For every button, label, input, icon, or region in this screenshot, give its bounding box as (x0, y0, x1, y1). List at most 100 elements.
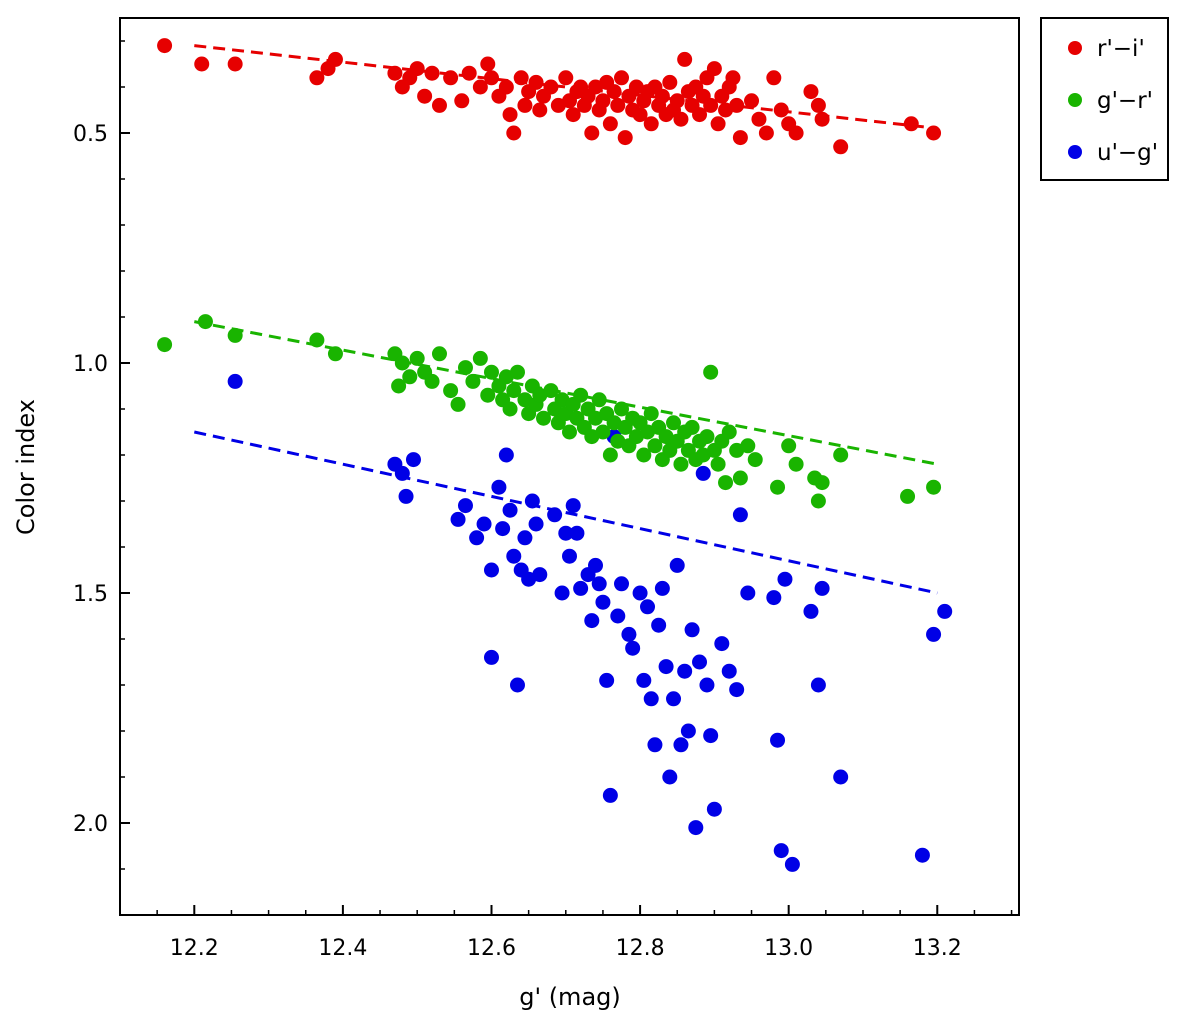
x-tick-label: 12.4 (318, 936, 367, 961)
y-tick-label: 1.5 (73, 582, 108, 607)
data-point (636, 672, 652, 688)
y-tick-label: 1.0 (73, 352, 108, 377)
data-point (803, 603, 819, 619)
data-point (632, 107, 648, 123)
data-point (524, 493, 540, 509)
data-point (498, 447, 514, 463)
data-point (495, 521, 511, 537)
data-point (926, 479, 942, 495)
data-point (320, 61, 336, 77)
series-1 (157, 314, 942, 509)
data-point (617, 130, 633, 146)
data-point (721, 424, 737, 440)
data-point (810, 97, 826, 113)
data-point (543, 79, 559, 95)
data-point (197, 314, 213, 330)
data-point (443, 70, 459, 86)
data-point (684, 419, 700, 435)
data-point (732, 507, 748, 523)
data-point (688, 820, 704, 836)
data-point (573, 580, 589, 596)
data-point (502, 401, 518, 417)
data-point (703, 728, 719, 744)
data-point (662, 769, 678, 785)
x-tick-label: 12.6 (467, 936, 516, 961)
data-point (506, 548, 522, 564)
data-point (394, 355, 410, 371)
data-point (469, 530, 485, 546)
data-point (614, 576, 630, 592)
data-point (502, 502, 518, 518)
data-point (391, 378, 407, 394)
data-point (157, 337, 173, 353)
data-point (417, 88, 433, 104)
data-point (647, 737, 663, 753)
data-point (565, 107, 581, 123)
data-point (732, 470, 748, 486)
data-point (227, 373, 243, 389)
data-point (506, 383, 522, 399)
data-point (573, 387, 589, 403)
axes: 12.2 12.4 12.6 12.8 13.0 13.2 0.5 1.0 1.5 2.0 (73, 40, 1013, 961)
data-point (773, 843, 789, 859)
data-point (157, 38, 173, 54)
data-point (476, 516, 492, 532)
data-point (465, 373, 481, 389)
data-point (643, 691, 659, 707)
series-2 (227, 373, 953, 872)
data-point (732, 130, 748, 146)
data-point (751, 111, 767, 127)
data-point (227, 327, 243, 343)
data-point (554, 585, 570, 601)
data-point (900, 488, 916, 504)
data-point (729, 97, 745, 113)
data-point (569, 525, 585, 541)
legend-frame (1040, 17, 1169, 181)
data-point (747, 452, 763, 468)
data-point (614, 401, 630, 417)
data-point (692, 107, 708, 123)
data-point (643, 406, 659, 422)
data-point (684, 622, 700, 638)
data-point (833, 139, 849, 155)
data-point (558, 525, 574, 541)
data-point (409, 61, 425, 77)
data-point (517, 97, 533, 113)
legend-marker-r-i (1068, 41, 1082, 55)
data-point (595, 594, 611, 610)
x-axis-label: g' (mag) (519, 983, 621, 1011)
data-point (658, 659, 674, 675)
data-point (424, 65, 440, 81)
data-point (721, 663, 737, 679)
data-point (788, 456, 804, 472)
data-point (803, 84, 819, 100)
data-point (194, 56, 210, 72)
data-point (387, 65, 403, 81)
data-point (491, 479, 507, 495)
data-point (528, 516, 544, 532)
data-point (740, 438, 756, 454)
data-point (472, 350, 488, 366)
data-point (625, 640, 641, 656)
data-point (770, 479, 786, 495)
data-point (424, 373, 440, 389)
data-point (777, 571, 793, 587)
data-point (498, 79, 514, 95)
data-point (662, 74, 678, 90)
trend-line-2 (193, 430, 938, 595)
data-point (450, 511, 466, 527)
data-point (528, 74, 544, 90)
data-point (588, 557, 604, 573)
data-point (725, 70, 741, 86)
x-tick-label: 13.0 (764, 936, 813, 961)
data-point (502, 107, 518, 123)
data-point (483, 364, 499, 380)
data-point (669, 93, 685, 109)
data-point (606, 84, 622, 100)
data-point (565, 498, 581, 514)
y-tick-label: 0.5 (73, 122, 108, 147)
data-point (654, 580, 670, 596)
data-point (703, 97, 719, 113)
